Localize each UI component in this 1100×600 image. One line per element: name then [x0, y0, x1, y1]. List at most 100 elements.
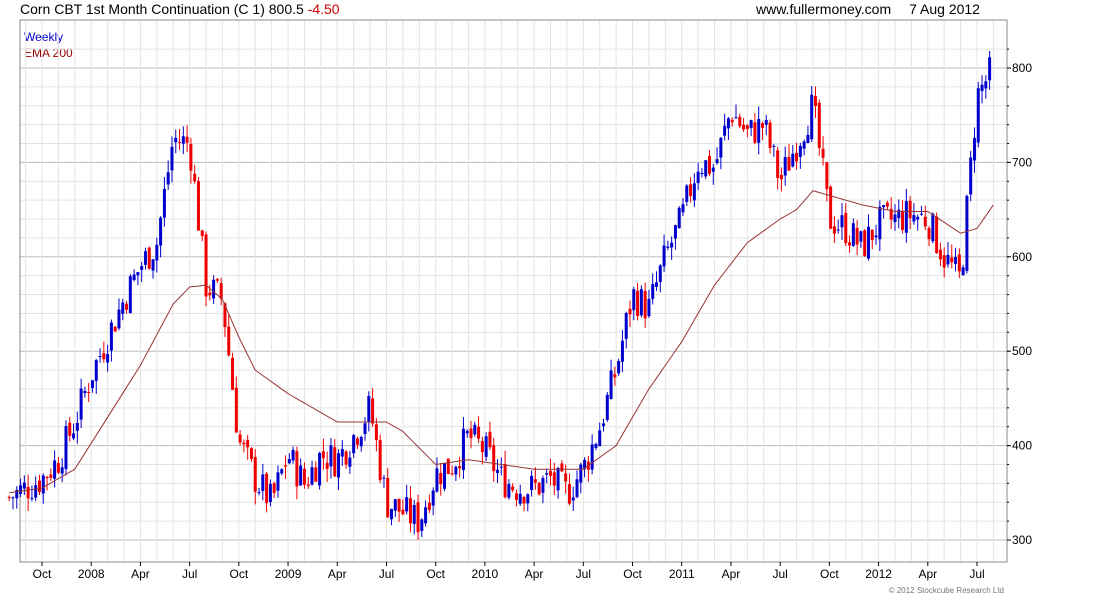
candle-up	[166, 172, 170, 185]
candle-down	[189, 143, 193, 171]
chart-date: 7 Aug 2012	[909, 1, 980, 17]
candle-up	[594, 443, 598, 448]
candle-up	[617, 360, 621, 374]
candle-up	[685, 185, 689, 202]
candle-down	[863, 230, 867, 257]
x-tick-label: Jul	[182, 567, 197, 581]
site-link[interactable]: www.fullermoney.com	[756, 1, 892, 17]
candle-up	[723, 125, 727, 136]
x-tick-label: 2010	[472, 567, 499, 581]
candle-down	[957, 254, 961, 272]
candle-up	[174, 137, 178, 143]
candle-down	[628, 308, 632, 315]
candle-down	[272, 483, 276, 493]
candle-down	[246, 439, 250, 448]
candle-up	[764, 119, 768, 125]
candle-up	[136, 272, 140, 276]
candle-up	[390, 508, 394, 520]
candle-down	[825, 162, 829, 190]
candle-down	[643, 291, 647, 319]
candle-down	[817, 102, 821, 149]
y-tick-label: 300	[1012, 533, 1032, 547]
candle-up	[798, 145, 802, 157]
candle-up	[507, 484, 511, 498]
candle-down	[560, 463, 564, 472]
candle-down	[503, 463, 507, 498]
candle-up	[965, 195, 969, 271]
candle-up	[424, 507, 428, 524]
x-tick-label: Oct	[426, 567, 445, 581]
candle-down	[284, 465, 288, 467]
candle-down	[49, 474, 53, 478]
candle-up	[609, 370, 613, 399]
candle-up	[268, 483, 272, 502]
candle-down	[938, 249, 942, 260]
candle-up	[692, 183, 696, 201]
candle-up	[143, 251, 147, 265]
candle-up	[598, 430, 602, 447]
candle-up	[352, 435, 356, 454]
candle-down	[193, 173, 197, 182]
x-tick-label: Jul	[379, 567, 394, 581]
candle-down	[533, 479, 537, 483]
candle-up	[681, 204, 685, 213]
candle-down	[488, 431, 492, 448]
candle-down	[549, 470, 553, 476]
candle-down	[768, 122, 772, 148]
candle-up	[912, 215, 916, 222]
candle-down	[178, 141, 182, 143]
candle-down	[355, 438, 359, 445]
candle-up	[280, 469, 284, 474]
candle-down	[776, 150, 780, 179]
candle-up	[624, 312, 628, 339]
candle-down	[742, 124, 746, 130]
candle-up	[75, 422, 79, 431]
candle-up	[412, 505, 416, 524]
candle-up	[984, 81, 988, 89]
candle-down	[636, 290, 640, 316]
candle-up	[420, 519, 424, 531]
candle-up	[53, 460, 57, 479]
candle-up	[651, 283, 655, 299]
candle-up	[859, 231, 863, 242]
candle-down	[477, 426, 481, 439]
candle-down	[242, 442, 246, 445]
candlestick-series	[7, 51, 992, 541]
candle-down	[7, 496, 11, 498]
candle-up	[545, 473, 549, 475]
x-tick-label: Oct	[820, 567, 839, 581]
chart-grid	[20, 20, 1007, 562]
candle-up	[810, 94, 814, 140]
candle-up	[128, 276, 132, 314]
candle-up	[783, 157, 787, 176]
candle-down	[779, 174, 783, 180]
ema-200-line	[9, 190, 994, 494]
candle-up	[605, 394, 609, 420]
candle-down	[227, 326, 231, 356]
candle-up	[348, 457, 352, 467]
candle-up	[696, 171, 700, 183]
candle-down	[950, 257, 954, 263]
y-tick-label: 400	[1012, 439, 1032, 453]
x-tick-label: Jul	[772, 567, 787, 581]
candle-down	[450, 473, 454, 475]
candle-down	[514, 493, 518, 500]
candle-up	[276, 472, 280, 491]
candle-down	[552, 472, 556, 486]
candle-up	[840, 215, 844, 228]
candle-up	[670, 242, 674, 248]
candle-down	[901, 210, 905, 230]
candle-down	[306, 484, 310, 487]
candle-down	[511, 486, 515, 491]
candle-up	[571, 497, 575, 501]
candle-up	[904, 201, 908, 233]
candle-up	[291, 449, 295, 461]
candle-up	[367, 396, 371, 422]
candle-down	[208, 292, 212, 296]
candle-up	[802, 141, 806, 149]
candle-up	[170, 146, 174, 171]
candle-up	[655, 282, 659, 287]
candle-down	[480, 440, 484, 453]
candle-up	[602, 423, 606, 427]
candle-up	[583, 459, 587, 470]
